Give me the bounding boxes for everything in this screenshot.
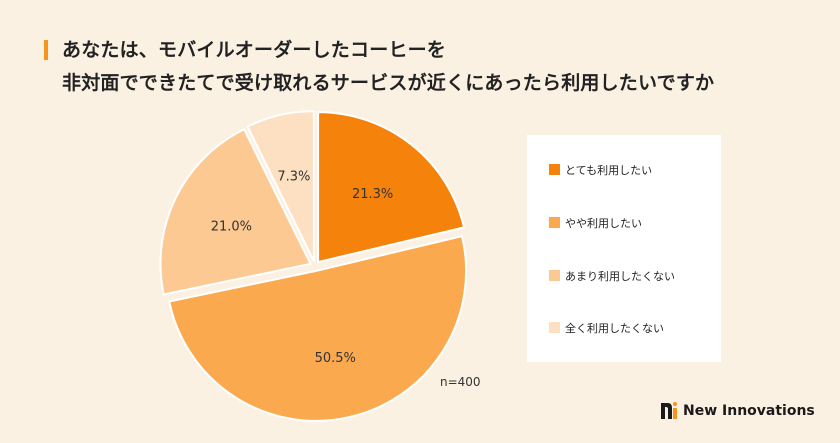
pie-slice-not-at-all-willing — [246, 110, 315, 262]
legend-swatch — [549, 270, 560, 281]
page-title: あなたは、モバイルオーダーしたコーヒーを 非対面でできたてで受け取れるサービスが… — [62, 34, 714, 100]
brand-logo: New Innovations — [661, 401, 815, 420]
legend-item-not-very-willing: あまり利用したくない — [549, 269, 675, 285]
chart-legend: とても利用したい やや利用したい あまり利用したくない 全く利用したくない — [527, 135, 721, 362]
pie-slice-very-willing — [317, 111, 466, 264]
legend-item-somewhat-willing: やや利用したい — [549, 216, 642, 232]
slice-label-somewhat-willing: 50.5% — [315, 351, 356, 366]
legend-label: 全く利用したくない — [565, 322, 664, 335]
legend-swatch — [549, 322, 560, 333]
brand-name: New Innovations — [683, 403, 815, 419]
legend-label: あまり利用したくない — [565, 270, 675, 283]
sample-size-label: n=400 — [440, 375, 481, 389]
title-line-1: あなたは、モバイルオーダーしたコーヒーを — [62, 39, 447, 61]
legend-swatch — [549, 164, 560, 175]
legend-item-not-at-all-willing: 全く利用したくない — [549, 321, 664, 337]
pie-slice-somewhat-willing — [168, 234, 468, 422]
slice-label-not-at-all-willing: 7.3% — [277, 169, 310, 184]
legend-item-very-willing: とても利用したい — [549, 163, 652, 179]
brand-logo-icon — [661, 402, 677, 419]
title-accent-bar — [44, 40, 48, 60]
legend-swatch — [549, 217, 560, 228]
legend-label: とても利用したい — [565, 164, 653, 177]
title-line-2: 非対面でできたてで受け取れるサービスが近くにあったら利用したいですか — [62, 72, 715, 94]
slice-label-not-very-willing: 21.0% — [211, 219, 252, 234]
slice-label-very-willing: 21.3% — [352, 187, 393, 202]
legend-label: やや利用したい — [565, 217, 642, 230]
pie-slice-not-very-willing — [159, 127, 312, 296]
